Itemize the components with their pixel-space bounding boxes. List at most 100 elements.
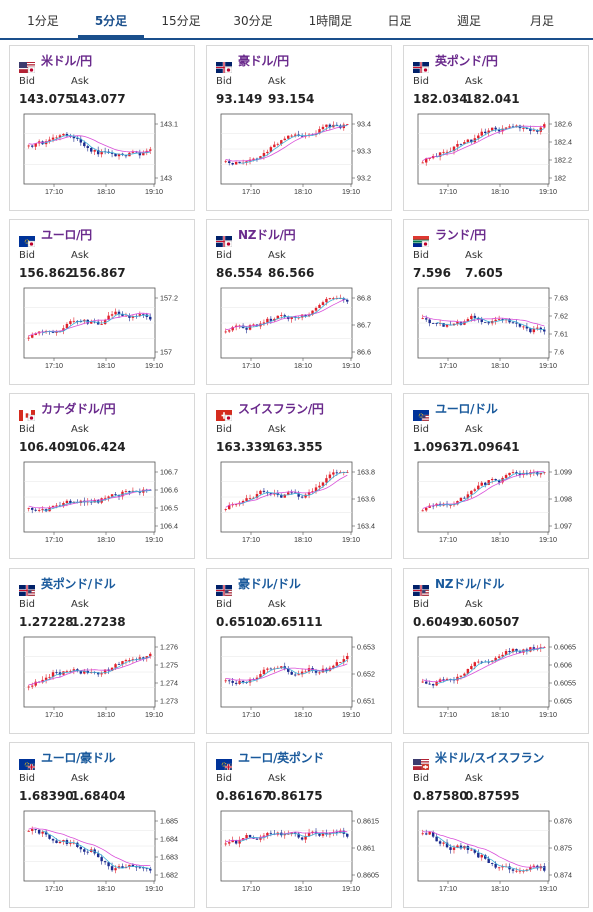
rate-card[interactable]: 米ドル/円 Bid Ask 143.075 143.077 143.1 143 17:10 18…: [9, 45, 195, 211]
candle-body: [259, 156, 262, 159]
candlestick-chart[interactable]: 0.6065 0.606 0.6055 0.605 17:10 18:10 19:10: [416, 635, 581, 721]
currency-pair-link[interactable]: ユーロ/円: [41, 228, 92, 242]
currency-pair-link[interactable]: NZドル/円: [238, 228, 296, 242]
candlestick-chart[interactable]: 0.8615 0.861 0.8605 17:10 18:10 19:10: [219, 809, 384, 895]
rate-card[interactable]: 豪ドル/円 Bid Ask 93.149 93.154 93.4 93.3 93.2 17:10…: [206, 45, 392, 211]
candlestick-chart[interactable]: 163.8 163.6 163.4 17:10 18:10 19:10: [219, 460, 384, 546]
y-tick-label: 1.683: [160, 853, 178, 862]
candlestick-chart[interactable]: 93.4 93.3 93.2 17:10 18:10 19:10: [219, 112, 384, 198]
tab-6[interactable]: 週足: [456, 14, 481, 28]
candle-body: [435, 323, 438, 324]
candle-body: [83, 849, 86, 852]
tab-0[interactable]: 1分足: [27, 14, 59, 28]
candlestick-chart[interactable]: 106.7 106.6 106.5 106.4 17:10 18:10 19:10: [22, 460, 187, 546]
rate-card[interactable]: カナダドル/円 Bid Ask 106.409 106.424 106.7 106.6 106…: [9, 393, 195, 559]
candle-body: [532, 865, 536, 868]
y-tick-label: 1.275: [160, 661, 178, 670]
currency-pair-link[interactable]: 豪ドル/ドル: [238, 577, 301, 591]
candlestick-chart[interactable]: 1.685 1.684 1.683 1.682 17:10 18:10 19:10: [22, 809, 187, 895]
candle-body: [273, 144, 276, 148]
candle-body: [539, 327, 543, 330]
candle-body: [58, 672, 62, 675]
rate-card[interactable]: 英ポンド/ドル Bid Ask 1.27228 1.27238 1.276 1.275 1.2…: [9, 568, 195, 734]
candle-body: [262, 835, 266, 837]
candle-body: [110, 314, 114, 316]
candle-body: [121, 661, 124, 665]
candlestick-chart[interactable]: 1.099 1.098 1.097 17:10 18:10 19:10: [416, 460, 581, 546]
rate-card[interactable]: 豪ドル/ドル Bid Ask 0.65102 0.65111 0.653 0.652 0.65…: [206, 568, 392, 734]
candle-body: [245, 328, 248, 330]
currency-pair-link[interactable]: 英ポンド/円: [435, 54, 498, 68]
rate-card[interactable]: ランド/円 Bid Ask 7.596 7.605 7.63 7.62 7.61 7.6 17:1…: [403, 219, 589, 385]
tab-3[interactable]: 30分足: [233, 14, 273, 28]
currency-pair-link[interactable]: NZドル/ドル: [435, 577, 505, 591]
ask-value: 86.566: [268, 266, 315, 280]
bid-value: 0.60493: [413, 615, 468, 629]
candle-body: [442, 323, 445, 327]
candle-body: [259, 490, 262, 495]
rate-card[interactable]: ユーロ/ドル Bid Ask 1.09637 1.09641 1.099 1.098 1.09…: [403, 393, 589, 559]
candlestick-chart[interactable]: 157.2 157 17:10 18:10 19:10: [22, 286, 187, 372]
candle-body: [234, 504, 238, 506]
rate-card[interactable]: 米ドル/スイスフラン Bid Ask 0.87580 0.87595 0.876 0.875…: [403, 742, 589, 908]
x-tick-label: 17:10: [45, 884, 63, 893]
rate-card[interactable]: スイスフラン/円 Bid Ask 163.339 163.355 163.8 163.6 16…: [206, 393, 392, 559]
y-tick-label: 1.274: [160, 679, 178, 688]
candle-body: [128, 315, 131, 318]
candle-body: [501, 128, 504, 132]
rate-card[interactable]: ユーロ/豪ドル Bid Ask 1.68390 1.68404 1.685 1.684 1.6…: [9, 742, 195, 908]
rate-card[interactable]: NZドル/ドル Bid Ask 0.60493 0.60507 0.6065 0.606 0.…: [403, 568, 589, 734]
candlestick-chart[interactable]: 7.63 7.62 7.61 7.6 17:10 18:10 19:10: [416, 286, 581, 372]
candle-body: [297, 674, 300, 676]
candle-body: [508, 866, 511, 870]
candlestick-chart[interactable]: 143.1 143 17:10 18:10 19:10: [22, 112, 187, 198]
currency-pair-link[interactable]: ユーロ/豪ドル: [41, 751, 116, 765]
bid-value: 86.554: [216, 266, 263, 280]
candle-body: [290, 671, 293, 675]
candle-body: [342, 298, 346, 300]
candle-body: [100, 673, 103, 675]
candle-body: [314, 307, 318, 311]
rate-card[interactable]: ユーロ/英ポンド Bid Ask 0.86167 0.86175 0.8615 0.861 0…: [206, 742, 392, 908]
moving-average-long: [225, 830, 348, 843]
candle-body: [501, 654, 504, 657]
candlestick-chart[interactable]: 0.653 0.652 0.651 17:10 18:10 19:10: [219, 635, 384, 721]
rate-card[interactable]: 英ポンド/円 Bid Ask 182.034 182.041 182.6 182.4 182.…: [403, 45, 589, 211]
candle-body: [522, 326, 525, 328]
currency-pair-link[interactable]: 米ドル/円: [41, 54, 92, 68]
candle-body: [332, 665, 335, 668]
tab-2[interactable]: 15分足: [161, 14, 201, 28]
ask-label: Ask: [71, 773, 89, 784]
candlestick-chart[interactable]: 182.6 182.4 182.2 182 17:10 18:10 19:10: [416, 112, 581, 198]
currency-pair-link[interactable]: 米ドル/スイスフラン: [435, 751, 545, 765]
candle-body: [72, 320, 76, 322]
currency-pair-link[interactable]: ユーロ/英ポンド: [238, 751, 324, 765]
candle-body: [470, 315, 473, 320]
candlestick-chart[interactable]: 86.8 86.7 86.6 17:10 18:10 19:10: [219, 286, 384, 372]
candle-body: [459, 675, 463, 677]
currency-pair-link[interactable]: ユーロ/ドル: [435, 402, 498, 416]
candlestick-chart[interactable]: 1.276 1.275 1.274 1.273 17:10 18:10 19:10: [22, 635, 187, 721]
currency-pair-link[interactable]: スイスフラン/円: [238, 402, 324, 416]
currency-flag-icon: [216, 58, 233, 74]
rate-card[interactable]: NZドル/円 Bid Ask 86.554 86.566 86.8 86.7 86.6 17:1…: [206, 219, 392, 385]
candle-body: [58, 841, 62, 843]
candle-body: [145, 867, 149, 869]
candlestick-chart[interactable]: 0.876 0.875 0.874 17:10 18:10 19:10: [416, 809, 581, 895]
candle-body: [76, 669, 79, 671]
tab-7[interactable]: 月足: [529, 14, 554, 28]
rate-card[interactable]: ユーロ/円 Bid Ask 156.862 156.867 157.2 157 17:10 18…: [9, 219, 195, 385]
candle-body: [103, 319, 107, 325]
currency-pair-link[interactable]: 豪ドル/円: [238, 54, 289, 68]
candle-body: [93, 150, 96, 152]
tab-4[interactable]: 1時間足: [308, 14, 353, 28]
candle-body: [328, 124, 332, 128]
ask-value: 1.68404: [71, 789, 126, 803]
currency-pair-link[interactable]: 英ポンド/ドル: [41, 577, 116, 591]
tab-5[interactable]: 日足: [387, 14, 412, 28]
currency-pair-link[interactable]: カナダドル/円: [41, 402, 116, 416]
x-tick-label: 17:10: [242, 535, 260, 544]
candle-body: [504, 475, 508, 478]
currency-pair-link[interactable]: ランド/円: [435, 228, 486, 242]
tab-1[interactable]: 5分足: [78, 0, 144, 38]
